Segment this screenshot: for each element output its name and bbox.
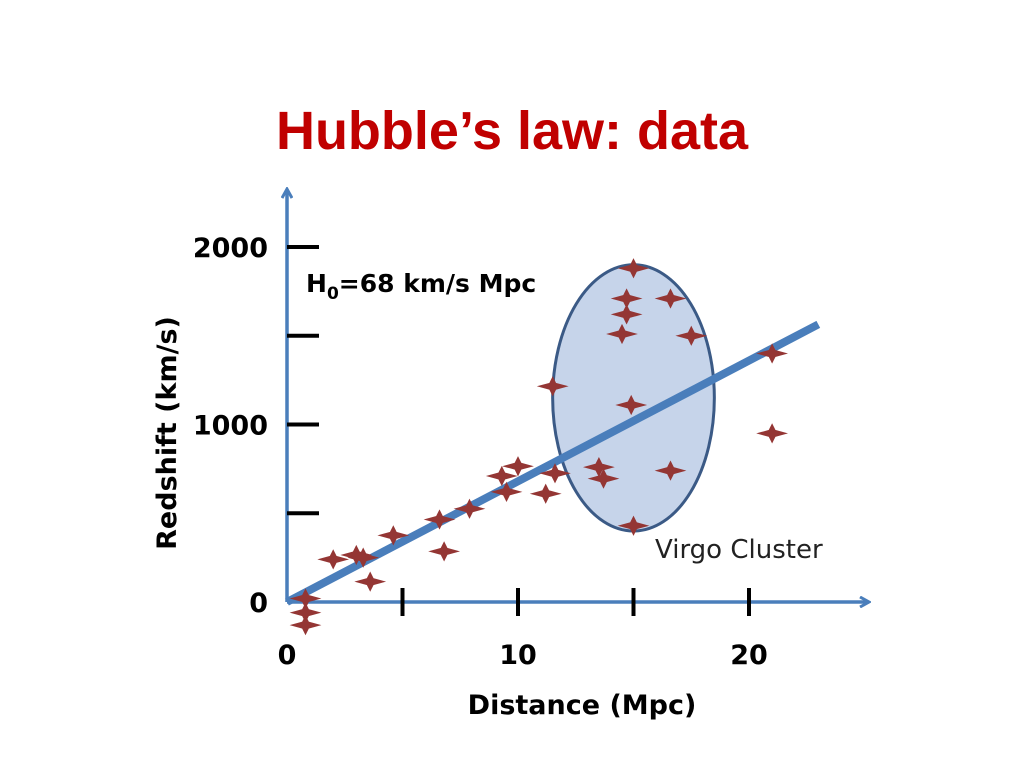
data-point	[428, 541, 461, 562]
data-point	[347, 547, 380, 568]
data-point	[423, 509, 456, 530]
fit-line-group	[285, 320, 821, 606]
y-tick-label-0: 0	[249, 588, 268, 619]
data-point	[756, 423, 789, 444]
tick-labels: 0 10 20 0 1000 2000	[193, 233, 768, 671]
data-point	[610, 304, 643, 325]
data-point	[502, 456, 534, 477]
virgo-cluster-label: Virgo Cluster	[655, 535, 823, 565]
data-point	[539, 463, 571, 484]
data-point	[606, 323, 638, 345]
data-point	[756, 343, 789, 364]
data-point	[490, 481, 523, 503]
y-axis-label: Redshift (km/s)	[152, 316, 183, 550]
x-axis-label: Distance (Mpc)	[468, 690, 697, 721]
data-point	[610, 288, 643, 309]
data-point	[654, 288, 687, 309]
data-point	[453, 498, 486, 519]
data-point	[617, 258, 650, 279]
tick-marks	[287, 245, 751, 616]
annotation-prefix: H	[306, 269, 327, 298]
x-tick-label-10: 10	[499, 640, 537, 671]
annotation-subscript: 0	[327, 284, 339, 304]
hubble-constant-annotation: H0=68 km/s Mpc	[306, 269, 536, 304]
annotation-suffix: =68 km/s Mpc	[339, 269, 536, 298]
slide-title: Hubble’s law: data	[275, 101, 749, 161]
data-point	[587, 468, 620, 489]
data-point	[354, 571, 387, 592]
y-tick-label-1000: 1000	[193, 411, 268, 442]
virgo-cluster-ellipse	[551, 263, 716, 533]
fit-line	[285, 320, 821, 606]
data-point	[536, 376, 569, 397]
data-point	[675, 325, 708, 346]
axes	[287, 190, 868, 602]
data-point	[317, 549, 350, 570]
y-tick-label-2000: 2000	[193, 233, 268, 264]
x-tick-label-0: 0	[278, 640, 297, 671]
data-point	[617, 515, 650, 536]
data-point	[377, 525, 410, 546]
data-point	[615, 394, 648, 416]
x-tick-label-20: 20	[730, 640, 768, 671]
data-points	[289, 258, 789, 636]
data-point	[485, 465, 518, 487]
data-point	[654, 460, 687, 481]
data-point	[529, 483, 562, 504]
data-point	[289, 614, 322, 636]
